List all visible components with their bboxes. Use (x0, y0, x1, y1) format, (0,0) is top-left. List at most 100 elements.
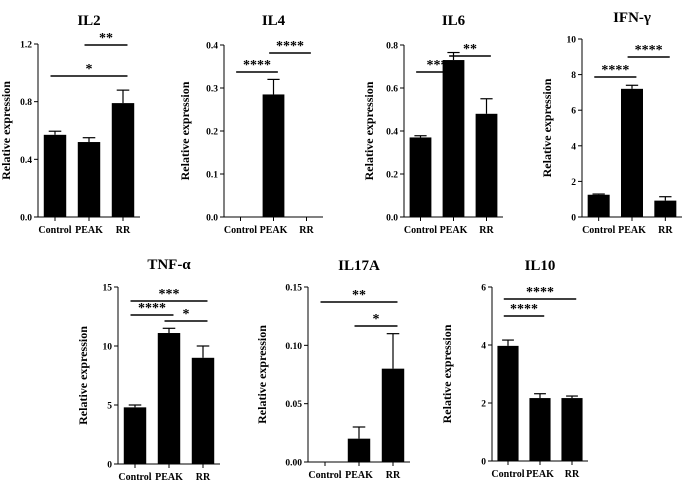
chart-title: IL6 (442, 13, 466, 29)
y-tick-label: 0.3 (206, 85, 218, 95)
y-tick-label: 0.15 (285, 284, 302, 294)
bar-rr (191, 357, 215, 464)
bar-peak (442, 60, 465, 217)
chart-title: IL10 (525, 258, 556, 274)
x-tick-label: RR (386, 470, 401, 481)
bar-control (497, 345, 519, 461)
y-axis-label: Relative expression (440, 324, 454, 423)
x-tick-label: PEAK (260, 225, 288, 236)
y-tick-label: 4 (571, 142, 576, 152)
y-tick-label: 6 (571, 107, 576, 117)
x-tick-label: RR (196, 472, 211, 483)
significance-label: **** (635, 43, 663, 58)
bar-peak (529, 398, 551, 461)
bar-control (43, 134, 67, 217)
x-tick-label: Control (118, 472, 151, 483)
y-tick-label: 8 (571, 71, 576, 81)
y-axis-label: Relative expression (0, 81, 13, 180)
bar-control (409, 137, 432, 217)
bar-rr (561, 398, 583, 461)
chart-panel-il17a: IL17A Relative expression 0.00 0.05 0.10 0.15… (255, 258, 410, 481)
y-tick-label: 10 (103, 343, 113, 353)
chart-panel-ifn-gamma: IFN-γ Relative expression 0 2 4 6 8 10 Control PE… (540, 10, 682, 236)
y-tick-label: 2 (571, 178, 576, 188)
y-tick-label: 0.4 (206, 42, 218, 52)
chart-panel-tnf-alpha: TNF-α Relative expression 0 5 10 15 Control PEA… (76, 257, 220, 483)
x-tick-label: Control (38, 225, 71, 236)
chart-title: IL4 (262, 13, 286, 29)
y-tick-label: 0 (107, 461, 112, 471)
x-tick-label: PEAK (75, 225, 103, 236)
chart-panel-il4: IL4 Relative expression 0.0 0.1 0.2 0.3 0.4 Con… (178, 13, 323, 236)
chart-title: IL2 (77, 13, 100, 29)
x-tick-label: Control (491, 469, 524, 480)
chart-title: IL17A (338, 258, 380, 274)
significance-label: **** (526, 285, 554, 300)
y-axis-label: Relative expression (76, 326, 90, 425)
significance-label: ** (463, 42, 477, 57)
x-tick-label: Control (224, 225, 257, 236)
significance-label: * (373, 312, 380, 327)
y-tick-label: 0.1 (206, 171, 218, 181)
y-tick-label: 0 (571, 214, 576, 224)
y-tick-label: 0 (481, 458, 486, 468)
y-tick-label: 10 (567, 36, 577, 46)
x-tick-label: RR (565, 469, 580, 480)
chart-panel-il2: IL2 Relative expression 0.0 0.4 0.8 1.2 Contro… (0, 13, 140, 236)
x-tick-label: Control (404, 225, 437, 236)
significance-label: * (183, 307, 190, 322)
y-axis-label: Relative expression (362, 81, 376, 180)
bar-control (123, 407, 147, 464)
bar-peak (77, 142, 101, 217)
significance-label: *** (427, 58, 448, 73)
chart-panel-il10: IL10 Relative expression 0 2 4 6 Control PEAK RR… (440, 258, 588, 480)
y-tick-label: 0.8 (386, 42, 398, 52)
bar-rr (654, 200, 677, 217)
y-tick-label: 0.0 (20, 214, 32, 224)
chart-title: IFN-γ (613, 10, 651, 26)
chart-title: TNF-α (147, 257, 191, 273)
y-tick-label: 0.05 (285, 400, 302, 410)
bar-peak (621, 88, 643, 217)
bar-peak (157, 333, 181, 464)
y-axis-label: Relative expression (255, 325, 269, 424)
x-tick-label: PEAK (440, 225, 468, 236)
significance-label: **** (138, 301, 166, 316)
bar-peak (347, 438, 371, 462)
significance-label: *** (159, 287, 180, 302)
x-tick-label: PEAK (345, 470, 373, 481)
x-tick-label: PEAK (526, 469, 554, 480)
y-tick-label: 0.4 (386, 128, 398, 138)
bar-control (587, 194, 610, 217)
y-tick-label: 5 (107, 402, 112, 412)
y-tick-label: 6 (481, 284, 486, 294)
x-tick-label: RR (116, 225, 131, 236)
significance-label: * (86, 62, 93, 77)
significance-label: ** (352, 288, 366, 303)
significance-label: **** (601, 63, 629, 78)
chart-panel-il6: IL6 Relative expression 0.0 0.2 0.4 0.6 0.8 Con… (362, 13, 503, 236)
bar-peak (262, 94, 285, 217)
y-tick-label: 0.4 (20, 156, 32, 166)
significance-label: ** (99, 31, 113, 46)
x-tick-label: PEAK (155, 472, 183, 483)
y-tick-label: 0.00 (285, 459, 302, 469)
significance-label: **** (510, 302, 538, 317)
y-tick-label: 0.0 (386, 214, 398, 224)
x-tick-label: RR (479, 225, 494, 236)
y-tick-label: 0.2 (386, 171, 398, 181)
y-axis-label: Relative expression (540, 78, 554, 177)
y-tick-label: 1.2 (20, 41, 32, 51)
x-tick-label: RR (299, 225, 314, 236)
x-tick-label: RR (658, 225, 673, 236)
x-tick-label: PEAK (618, 225, 646, 236)
y-tick-label: 0.6 (386, 85, 398, 95)
bar-rr (381, 368, 405, 462)
significance-label: **** (276, 39, 304, 54)
x-tick-label: Control (582, 225, 615, 236)
y-axis-label: Relative expression (178, 81, 192, 180)
y-tick-label: 0.0 (206, 214, 218, 224)
bar-rr (111, 103, 135, 217)
bar-rr (475, 113, 498, 217)
significance-label: **** (243, 58, 271, 73)
